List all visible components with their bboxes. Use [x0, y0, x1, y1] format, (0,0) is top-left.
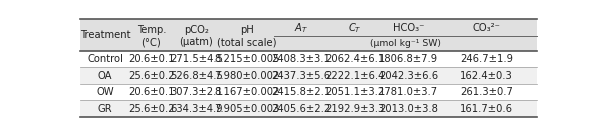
Text: CO₃²⁻: CO₃²⁻ [473, 23, 500, 33]
Text: 2408.3±3.1: 2408.3±3.1 [272, 54, 330, 64]
Text: 2192.9±3.3: 2192.9±3.3 [325, 104, 384, 114]
Text: 20.6±0.1: 20.6±0.1 [128, 87, 175, 97]
Text: 162.4±0.3: 162.4±0.3 [460, 70, 513, 80]
Bar [80, 67, 537, 84]
Text: 2415.8±2.1: 2415.8±2.1 [271, 87, 330, 97]
Text: 1781.0±3.7: 1781.0±3.7 [379, 87, 438, 97]
Text: (μmol kg⁻¹ SW): (μmol kg⁻¹ SW) [370, 39, 441, 48]
Text: 2437.3±5.6: 2437.3±5.6 [271, 70, 330, 80]
Text: 634.3±4.9: 634.3±4.9 [170, 104, 223, 114]
Text: 2013.0±3.8: 2013.0±3.8 [379, 104, 438, 114]
Text: OW: OW [96, 87, 114, 97]
Text: 2405.6±2.2: 2405.6±2.2 [271, 104, 330, 114]
Text: (°C): (°C) [141, 37, 161, 47]
Text: 7.980±0.002: 7.980±0.002 [214, 70, 279, 80]
Text: pH: pH [240, 25, 253, 35]
Text: 2062.4±6.1: 2062.4±6.1 [325, 54, 384, 64]
Text: 2222.1±6.4: 2222.1±6.4 [325, 70, 385, 80]
Text: 25.6±0.2: 25.6±0.2 [128, 104, 175, 114]
Text: $C_T$: $C_T$ [348, 21, 362, 35]
Text: 271.5±4.5: 271.5±4.5 [170, 54, 223, 64]
Text: OA: OA [98, 70, 113, 80]
Text: 1806.8±7.9: 1806.8±7.9 [379, 54, 438, 64]
Text: 2042.3±6.6: 2042.3±6.6 [379, 70, 438, 80]
Text: 25.6±0.2: 25.6±0.2 [128, 70, 175, 80]
Text: $A_T$: $A_T$ [294, 21, 308, 35]
Text: 8.215±0.005: 8.215±0.005 [214, 54, 279, 64]
Text: 261.3±0.7: 261.3±0.7 [460, 87, 513, 97]
Text: 526.8±4.5: 526.8±4.5 [170, 70, 223, 80]
Text: GR: GR [98, 104, 113, 114]
Bar [80, 51, 537, 67]
Text: 20.6±0.1: 20.6±0.1 [128, 54, 175, 64]
Bar [80, 84, 537, 100]
Bar [80, 19, 537, 51]
Text: Treatment: Treatment [80, 30, 130, 40]
Text: 8.167±0.002: 8.167±0.002 [214, 87, 279, 97]
Text: 246.7±1.9: 246.7±1.9 [460, 54, 513, 64]
Text: Control: Control [87, 54, 123, 64]
Text: pCO₂: pCO₂ [184, 25, 209, 35]
Text: 2051.1±3.2: 2051.1±3.2 [325, 87, 384, 97]
Text: 161.7±0.6: 161.7±0.6 [460, 104, 513, 114]
Text: HCO₃⁻: HCO₃⁻ [393, 23, 424, 33]
Text: (μatm): (μatm) [179, 37, 213, 47]
Bar [80, 100, 537, 117]
Text: 307.3±2.1: 307.3±2.1 [170, 87, 223, 97]
Text: (total scale): (total scale) [217, 37, 276, 47]
Text: 7.905±0.003: 7.905±0.003 [214, 104, 279, 114]
Text: Temp.: Temp. [137, 25, 166, 35]
